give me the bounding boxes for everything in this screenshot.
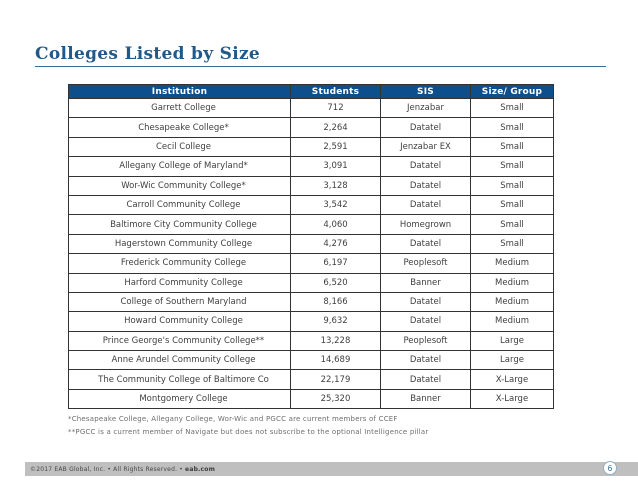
table-row: The Community College of Baltimore Co 22,… — [68, 369, 554, 390]
footnote-ccef: *Chesapeake College, Allegany College, W… — [68, 415, 398, 423]
cell-sis: Datatel — [380, 156, 471, 177]
table-row: Wor-Wic Community College* 3,128 Datatel Sm… — [68, 175, 554, 196]
table-row: College of Southern Maryland 8,166 Datatel… — [68, 291, 554, 313]
table-row: Anne Arundel Community College 14,689 Data… — [68, 350, 554, 371]
page-number: 6 — [607, 463, 613, 473]
table-row: Howard Community College 9,632 Datatel Medi… — [68, 311, 554, 332]
cell-size-group: Small — [470, 194, 554, 216]
page-title: Colleges Listed by Size — [35, 44, 261, 64]
cell-size-group: Medium — [470, 253, 554, 274]
cell-sis: Homegrown — [380, 214, 471, 235]
cell-institution: College of Southern Maryland — [68, 291, 291, 313]
cell-students: 3,128 — [290, 175, 381, 196]
cell-students: 712 — [290, 97, 381, 119]
cell-students: 4,276 — [290, 233, 381, 255]
column-header-0: Institution — [68, 84, 291, 99]
cell-students: 2,591 — [290, 136, 381, 158]
table-row: Chesapeake College* 2,264 Datatel Small — [68, 117, 554, 138]
cell-institution: Hagerstown Community College — [68, 233, 291, 255]
cell-sis: Banner — [380, 388, 471, 410]
cell-sis: Jenzabar EX — [380, 136, 471, 158]
page-number-badge: 6 — [603, 461, 617, 475]
table-row: Cecil College 2,591 Jenzabar EX Small — [68, 136, 554, 158]
column-header-3: Size/ Group — [470, 84, 554, 99]
cell-institution: Anne Arundel Community College — [68, 350, 291, 371]
cell-sis: Datatel — [380, 291, 471, 313]
footer-bar: ©2017 EAB Global, Inc. • All Rights Rese… — [25, 462, 638, 476]
table-header: Institution Students SIS Size/ Group — [68, 84, 554, 99]
cell-sis: Datatel — [380, 117, 471, 138]
cell-size-group: Medium — [470, 311, 554, 332]
table-row: Frederick Community College 6,197 Peopleso… — [68, 253, 554, 274]
cell-sis: Datatel — [380, 350, 471, 371]
table-row: Montgomery College 25,320 Banner X-Large — [68, 388, 554, 410]
cell-size-group: X-Large — [470, 388, 554, 410]
cell-students: 4,060 — [290, 214, 381, 235]
table-row: Prince George's Community College** 13,22… — [68, 330, 554, 352]
table-row: Harford Community College 6,520 Banner Medi… — [68, 272, 554, 293]
cell-size-group: Small — [470, 136, 554, 158]
cell-size-group: Medium — [470, 272, 554, 293]
cell-sis: Datatel — [380, 233, 471, 255]
table-row: Allegany College of Maryland* 3,091 Datate… — [68, 156, 554, 177]
cell-sis: Datatel — [380, 369, 471, 390]
cell-students: 8,166 — [290, 291, 381, 313]
cell-size-group: Small — [470, 97, 554, 119]
cell-students: 25,320 — [290, 388, 381, 410]
cell-size-group: Small — [470, 175, 554, 196]
cell-students: 2,264 — [290, 117, 381, 138]
cell-institution: Baltimore City Community College — [68, 214, 291, 235]
cell-students: 13,228 — [290, 330, 381, 352]
cell-size-group: Small — [470, 117, 554, 138]
cell-sis: Datatel — [380, 175, 471, 196]
table-row: Hagerstown Community College 4,276 Datatel… — [68, 233, 554, 255]
column-header-2: SIS — [380, 84, 471, 99]
table-header-row: Institution Students SIS Size/ Group — [68, 84, 554, 99]
cell-sis: Peoplesoft — [380, 330, 471, 352]
cell-sis: Peoplesoft — [380, 253, 471, 274]
cell-students: 9,632 — [290, 311, 381, 332]
cell-institution: Garrett College — [68, 97, 291, 119]
cell-size-group: X-Large — [470, 369, 554, 390]
cell-sis: Datatel — [380, 194, 471, 216]
cell-students: 6,520 — [290, 272, 381, 293]
cell-institution: The Community College of Baltimore Co — [68, 369, 291, 390]
table-row: Baltimore City Community College 4,060 Hom… — [68, 214, 554, 235]
cell-institution: Frederick Community College — [68, 253, 291, 274]
cell-size-group: Large — [470, 330, 554, 352]
cell-size-group: Small — [470, 214, 554, 235]
cell-institution: Montgomery College — [68, 388, 291, 410]
cell-sis: Datatel — [380, 311, 471, 332]
column-header-1: Students — [290, 84, 381, 99]
cell-students: 3,542 — [290, 194, 381, 216]
cell-institution: Howard Community College — [68, 311, 291, 332]
table-row: Carroll Community College 3,542 Datatel Sma… — [68, 194, 554, 216]
cell-size-group: Small — [470, 156, 554, 177]
cell-students: 22,179 — [290, 369, 381, 390]
cell-students: 14,689 — [290, 350, 381, 371]
footer-site-link: eab.com — [185, 465, 216, 473]
cell-students: 6,197 — [290, 253, 381, 274]
title-underline — [35, 66, 606, 67]
cell-size-group: Medium — [470, 291, 554, 313]
footnote-pgcc: **PGCC is a current member of Navigate b… — [68, 428, 429, 436]
cell-sis: Jenzabar — [380, 97, 471, 119]
cell-students: 3,091 — [290, 156, 381, 177]
cell-size-group: Large — [470, 350, 554, 371]
cell-institution: Allegany College of Maryland* — [68, 156, 291, 177]
cell-institution: Harford Community College — [68, 272, 291, 293]
table-body: Garrett College 712 Jenzabar Small Chesapeak… — [68, 97, 554, 410]
cell-institution: Wor-Wic Community College* — [68, 175, 291, 196]
cell-institution: Prince George's Community College** — [68, 330, 291, 352]
cell-institution: Chesapeake College* — [68, 117, 291, 138]
footer-copyright: ©2017 EAB Global, Inc. • All Rights Rese… — [30, 465, 184, 473]
cell-institution: Cecil College — [68, 136, 291, 158]
table-row: Garrett College 712 Jenzabar Small — [68, 97, 554, 119]
colleges-table: Institution Students SIS Size/ Group Garret… — [68, 84, 554, 410]
cell-sis: Banner — [380, 272, 471, 293]
cell-size-group: Small — [470, 233, 554, 255]
cell-institution: Carroll Community College — [68, 194, 291, 216]
